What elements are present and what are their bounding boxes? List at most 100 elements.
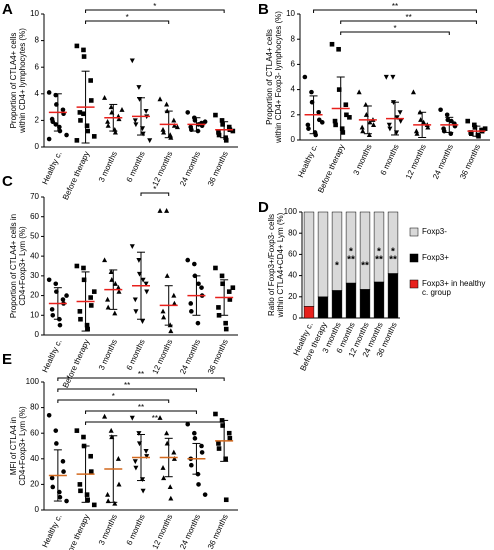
y-tick-label: 50: [30, 232, 39, 241]
data-point: [438, 107, 443, 113]
data-point: [213, 112, 218, 118]
y-axis-label: Proportion of CTLA4+ cells: [9, 33, 18, 129]
data-point: [91, 502, 97, 508]
significance-label: *: [391, 247, 395, 258]
data-point: [160, 308, 166, 314]
data-point: [223, 138, 229, 143]
y-tick-label: 0: [291, 135, 296, 144]
x-tick-label: 24 months: [431, 143, 455, 181]
data-point: [398, 119, 404, 124]
data-point: [116, 116, 122, 122]
data-point: [223, 320, 228, 326]
x-tick-label: Before therapy: [61, 513, 91, 550]
data-point: [359, 124, 365, 130]
data-point: [85, 497, 90, 503]
data-point: [115, 284, 121, 290]
data-point: [91, 134, 97, 139]
bar-segment: [373, 211, 385, 283]
data-point: [465, 118, 471, 124]
x-tick-label: 3 months: [352, 143, 374, 177]
legend-swatch: [409, 253, 419, 263]
data-point: [74, 263, 80, 269]
data-point: [81, 54, 87, 59]
significance-label: *: [112, 392, 115, 401]
data-point: [196, 482, 201, 487]
y-tick-label: 10: [286, 9, 295, 18]
data-point: [105, 118, 111, 124]
data-point: [88, 78, 93, 83]
data-point: [105, 304, 111, 310]
y-axis-label: CD4+Foxp3+ Lym (%): [18, 226, 27, 306]
x-tick-label: 6 months: [125, 513, 147, 547]
y-axis-label: Proportion of CTLA4+ cells: [265, 29, 274, 125]
y-tick-label: 0: [35, 142, 40, 151]
panel-label: C: [2, 173, 13, 190]
x-tick-label: 3 months: [97, 513, 119, 547]
data-point: [119, 107, 125, 112]
data-point: [136, 258, 142, 263]
x-tick-label: 36 months: [206, 513, 230, 550]
data-point: [81, 277, 87, 283]
data-point: [81, 111, 86, 117]
data-point: [356, 89, 362, 95]
data-point: [77, 110, 83, 115]
y-tick-label: 4: [35, 89, 40, 98]
data-point: [219, 118, 225, 123]
bar-segment: [317, 211, 329, 298]
data-point: [171, 117, 177, 123]
data-point: [84, 322, 90, 328]
data-point: [216, 132, 222, 138]
data-point: [226, 430, 232, 436]
data-point: [129, 244, 135, 250]
significance-label: *: [126, 13, 129, 22]
x-tick-label: Before therapy: [316, 143, 346, 194]
data-point: [139, 319, 146, 324]
data-point: [171, 300, 177, 306]
data-point: [53, 122, 59, 127]
significance-bracket: [85, 421, 225, 425]
x-tick-label: Healthy c.: [40, 513, 63, 549]
significance-bracket: [340, 20, 477, 24]
data-point: [64, 293, 69, 298]
y-tick-label: 80: [30, 403, 39, 412]
significance-bracket: [140, 192, 170, 196]
data-point: [144, 454, 150, 459]
significance-bracket: [85, 410, 197, 414]
data-point: [53, 428, 59, 433]
data-point: [171, 122, 177, 128]
significance-bracket: [57, 377, 225, 381]
data-point: [189, 309, 194, 314]
y-tick-label: 6: [291, 60, 296, 69]
data-point: [394, 115, 400, 121]
data-point: [329, 41, 335, 47]
data-point: [360, 128, 366, 134]
data-point: [347, 115, 352, 120]
data-point: [46, 412, 52, 418]
significance-label: **: [361, 261, 369, 272]
data-point: [192, 436, 198, 441]
data-point: [195, 320, 201, 326]
data-point: [202, 492, 208, 497]
data-point: [226, 124, 232, 130]
data-point: [220, 122, 225, 127]
y-tick-label: 80: [288, 228, 297, 237]
data-point: [61, 469, 66, 474]
y-tick-label: 40: [30, 454, 39, 463]
data-point: [108, 269, 114, 274]
data-point: [85, 326, 90, 332]
x-tick-label: 12 months: [150, 513, 174, 550]
x-tick-label: 6 months: [379, 143, 401, 177]
data-point: [116, 481, 122, 487]
bar-segment: [303, 211, 315, 307]
significance-bracket: [85, 20, 170, 24]
x-tick-label: 12 months: [150, 150, 174, 188]
data-point: [340, 130, 346, 135]
data-point: [133, 122, 139, 128]
y-tick-label: 10: [30, 310, 39, 319]
data-point: [115, 456, 121, 461]
y-tick-label: 40: [30, 251, 39, 260]
x-tick-label: 3 months: [97, 338, 119, 372]
data-point: [199, 285, 204, 290]
significance-label: **: [392, 2, 398, 11]
